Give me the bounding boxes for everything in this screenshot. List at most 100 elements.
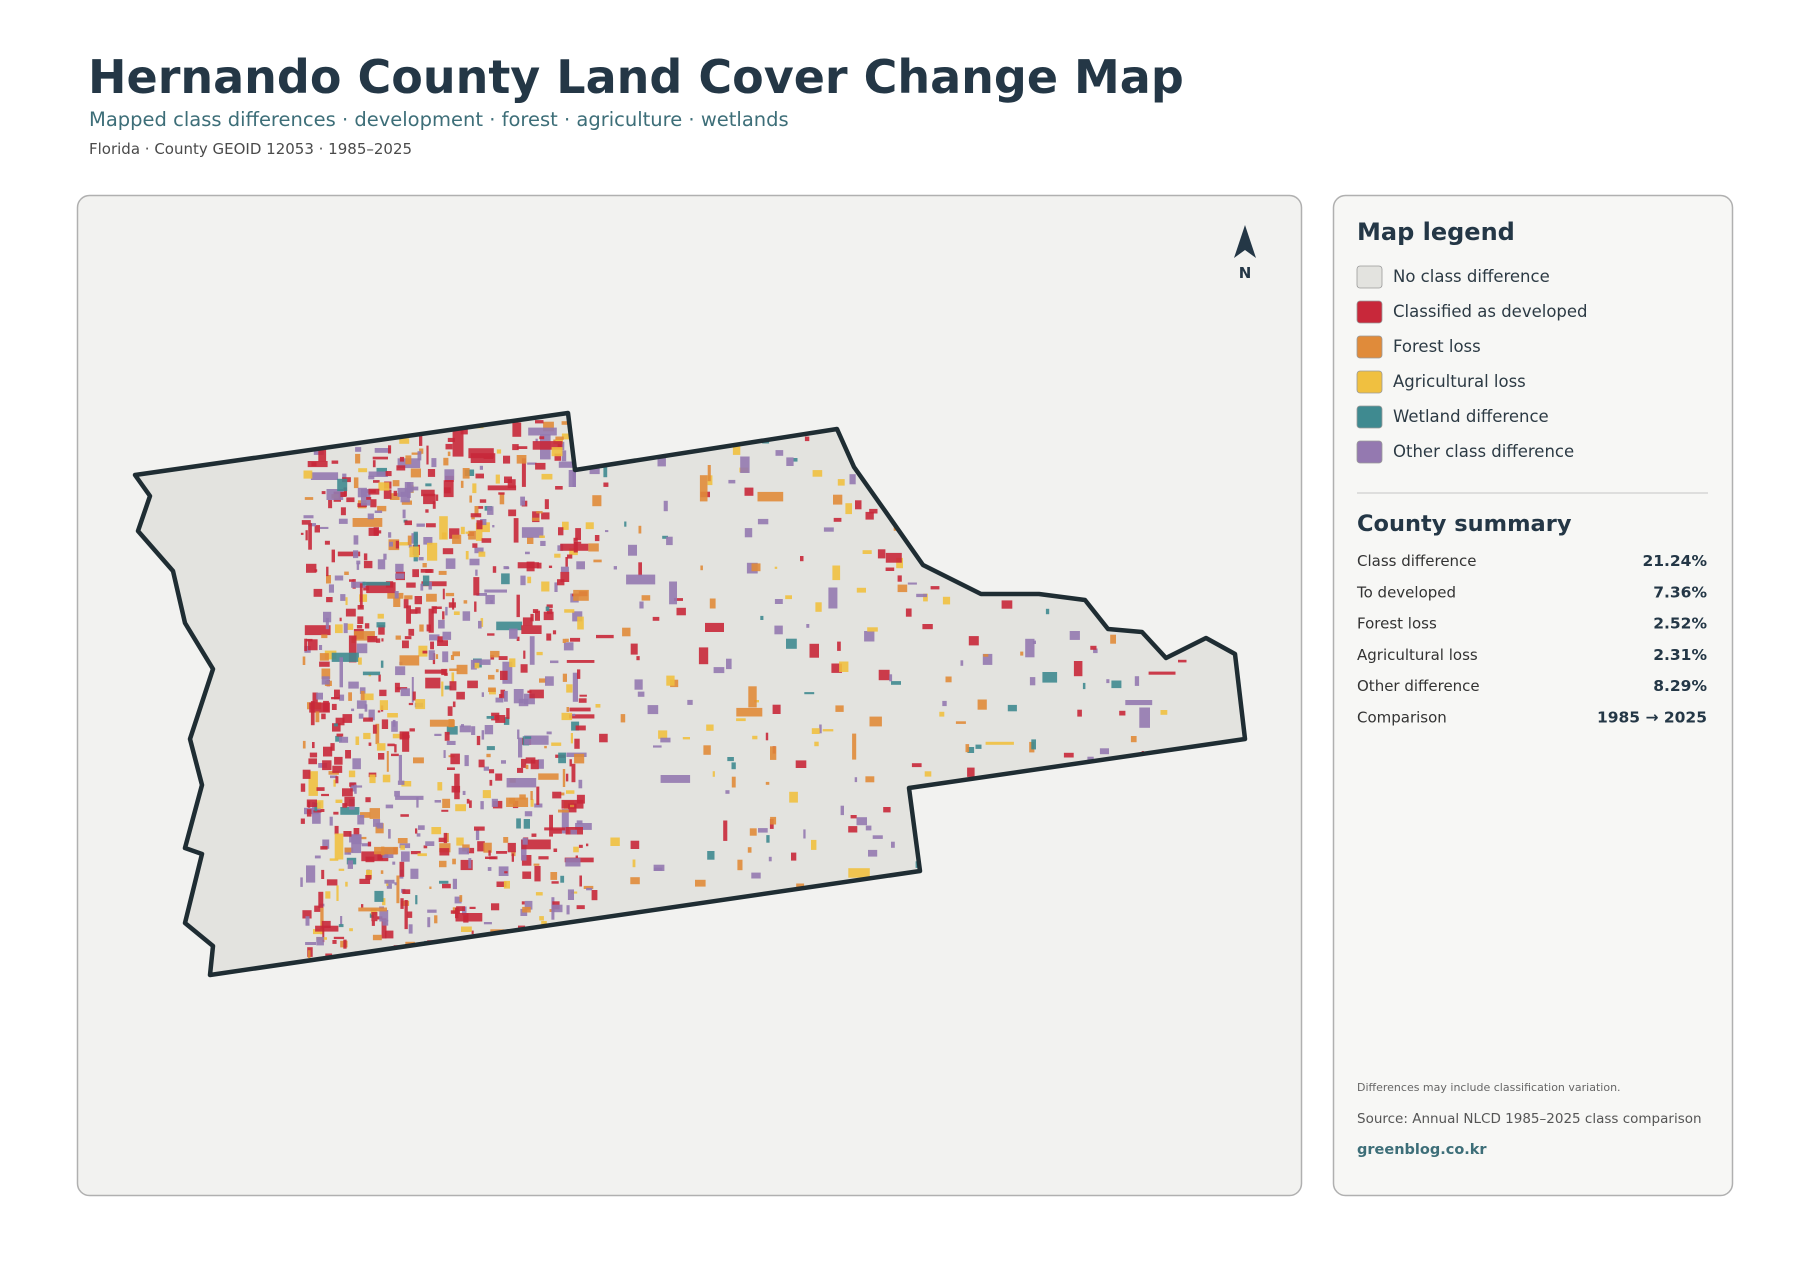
change-patch (573, 537, 578, 542)
change-patch (346, 497, 355, 503)
change-patch (414, 596, 422, 605)
change-patch (628, 544, 637, 556)
change-patch (363, 732, 371, 740)
change-patch (444, 685, 452, 690)
link[interactable]: greenblog.co.kr (1357, 1142, 1487, 1158)
change-patch (528, 427, 557, 436)
change-patch (306, 563, 317, 573)
change-patch (786, 638, 797, 649)
change-patch (442, 611, 445, 620)
change-patch (855, 500, 862, 510)
change-patch (400, 845, 405, 850)
change-patch (419, 435, 423, 446)
change-patch (848, 826, 858, 833)
change-patch (775, 450, 784, 456)
change-patch (373, 819, 381, 827)
change-patch (400, 688, 410, 697)
change-patch (439, 843, 451, 853)
change-patch (323, 700, 329, 712)
change-patch (481, 538, 492, 543)
change-patch (576, 820, 583, 825)
change-patch (575, 725, 586, 731)
change-patch (509, 658, 516, 668)
change-patch (359, 687, 366, 694)
change-patch (577, 616, 584, 630)
change-patch (401, 500, 412, 505)
change-patch (409, 728, 415, 732)
change-patch (408, 628, 415, 636)
legend-swatch (1356, 440, 1383, 464)
change-patch (478, 759, 485, 768)
change-patch (419, 624, 424, 632)
change-patch (472, 543, 478, 548)
change-patch (394, 790, 400, 797)
legend-title: Map legend (1357, 218, 1515, 246)
change-patch (731, 776, 736, 788)
change-patch (723, 820, 728, 841)
change-patch (535, 462, 546, 470)
change-patch (563, 642, 574, 651)
change-patch (369, 774, 376, 784)
change-patch (421, 581, 447, 587)
legend: No class difference Classified as develop… (1356, 265, 1588, 464)
change-patch (358, 713, 364, 719)
change-patch (495, 715, 506, 723)
change-patch (562, 673, 567, 682)
change-patch (495, 773, 503, 781)
change-patch (353, 535, 359, 545)
change-patch (460, 859, 473, 871)
change-patch (329, 858, 339, 861)
change-patch (924, 771, 932, 777)
change-patch (557, 579, 565, 586)
change-patch (885, 552, 902, 563)
change-patch (375, 723, 380, 745)
change-patch (492, 566, 497, 573)
summary-label: Agricultural loss (1357, 646, 1478, 664)
change-patch (417, 451, 422, 461)
change-patch (503, 455, 511, 464)
change-patch (578, 844, 583, 848)
change-patch (569, 548, 578, 556)
change-patch (303, 515, 314, 519)
change-patch (443, 750, 446, 758)
change-patch (366, 582, 396, 594)
change-patch (727, 757, 734, 762)
change-patch (435, 494, 439, 501)
change-patch (412, 569, 419, 578)
change-patch (312, 802, 321, 824)
change-patch (536, 511, 543, 514)
change-patch (408, 702, 414, 706)
change-patch (439, 880, 449, 884)
change-patch (567, 554, 573, 559)
change-patch (521, 839, 527, 861)
change-patch (867, 627, 878, 632)
change-patch (438, 619, 445, 629)
change-patch (332, 723, 341, 732)
change-patch (395, 666, 406, 676)
change-patch (524, 811, 533, 817)
change-patch (530, 613, 534, 622)
change-patch (348, 770, 356, 778)
change-patch (459, 725, 471, 733)
legend-label: No class difference (1393, 267, 1550, 286)
change-patch (338, 924, 344, 928)
change-patch (525, 551, 530, 555)
change-patch (968, 636, 979, 646)
change-patch (529, 636, 535, 665)
change-patch (571, 891, 578, 894)
change-patch (521, 839, 551, 850)
change-patch (351, 834, 362, 854)
change-patch (401, 781, 412, 787)
change-patch (594, 535, 600, 542)
change-patch (955, 721, 966, 724)
change-patch (585, 522, 594, 530)
change-patch (323, 746, 333, 757)
change-patch (897, 584, 908, 593)
change-patch (712, 771, 715, 777)
change-patch (319, 661, 330, 667)
change-patch (491, 903, 500, 911)
change-patch (809, 643, 819, 658)
legend-swatch (1356, 265, 1383, 289)
change-patch (554, 553, 561, 558)
change-patch (965, 744, 970, 753)
